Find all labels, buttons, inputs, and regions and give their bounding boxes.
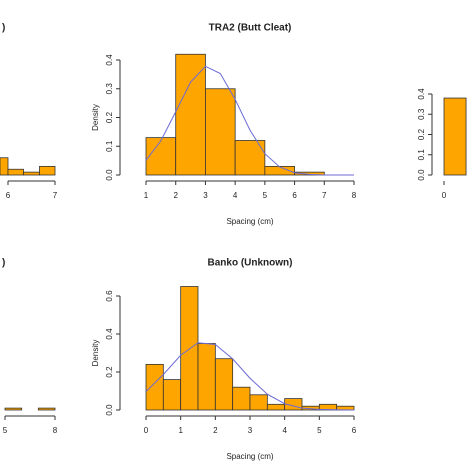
- bar: [180, 286, 199, 411]
- x-tick-label: 8: [352, 191, 357, 200]
- panel-title: TRA2 (Butt Cleat): [209, 23, 292, 34]
- bar: [234, 140, 266, 176]
- y-tick-label: 0.0: [105, 169, 114, 181]
- y-tick-label: 0.2: [105, 366, 114, 378]
- x-tick-label: 4: [233, 191, 238, 200]
- y-tick-label: 0.4: [105, 328, 114, 340]
- bar: [39, 165, 56, 176]
- x-tick-label: 4: [282, 426, 287, 435]
- bar: [214, 358, 234, 411]
- density-curve: [145, 65, 354, 176]
- x-axis-label: Spacing (cm): [226, 217, 273, 226]
- x-tick-label: 1: [178, 426, 183, 435]
- bar: [23, 171, 40, 176]
- x-tick-label: 5: [317, 426, 322, 435]
- y-tick-label: 0.2: [417, 128, 426, 140]
- bar: [145, 137, 177, 176]
- density-curve: [145, 342, 355, 411]
- x-tick-label: 7: [322, 191, 327, 200]
- y-tick-label: 0.3: [417, 108, 426, 120]
- bar: [175, 53, 206, 176]
- y-tick-label: 0.0: [417, 169, 426, 181]
- bar: [205, 88, 236, 176]
- x-axis-label: Spacing (cm): [226, 452, 273, 461]
- x-tick-label: 2: [213, 426, 218, 435]
- bar: [197, 343, 216, 411]
- y-tick-label: 0.6: [105, 290, 114, 302]
- x-tick-label: 5: [3, 426, 8, 435]
- x-tick-label: 6: [292, 191, 297, 200]
- x-tick-label: 8: [53, 426, 58, 435]
- x-tick-label: 6: [6, 191, 11, 200]
- bar: [4, 407, 23, 411]
- bar: [37, 407, 56, 411]
- bar: [284, 398, 303, 411]
- y-tick-label: 0.1: [417, 149, 426, 161]
- y-tick-label: 0.3: [105, 83, 114, 95]
- x-tick-label: 3: [248, 426, 253, 435]
- bar: [7, 168, 24, 176]
- panel-title: Banko (Unknown): [208, 258, 293, 269]
- y-tick-label: 0.0: [105, 404, 114, 416]
- y-axis-label: Density: [91, 104, 100, 131]
- x-tick-label: 3: [203, 191, 208, 200]
- panel-title: ): [2, 23, 5, 34]
- y-axis-label: Density: [91, 340, 100, 367]
- bar: [145, 363, 164, 411]
- x-tick-label: 0: [442, 191, 447, 200]
- y-tick-label: 0.4: [417, 88, 426, 100]
- bar: [249, 394, 268, 411]
- bar: [0, 157, 9, 176]
- x-tick-label: 5: [263, 191, 268, 200]
- bar: [162, 379, 182, 411]
- bar: [443, 97, 467, 176]
- x-tick-label: 1: [144, 191, 149, 200]
- y-tick-label: 0.4: [105, 54, 114, 66]
- x-tick-label: 7: [53, 191, 58, 200]
- y-tick-label: 0.2: [105, 111, 114, 123]
- bar: [294, 171, 325, 176]
- x-tick-label: 0: [144, 426, 149, 435]
- panel-title: ): [2, 258, 5, 269]
- bar: [232, 386, 251, 411]
- bar: [266, 403, 286, 411]
- x-tick-label: 6: [352, 426, 357, 435]
- x-tick-label: 2: [173, 191, 178, 200]
- y-tick-label: 0.1: [105, 140, 114, 152]
